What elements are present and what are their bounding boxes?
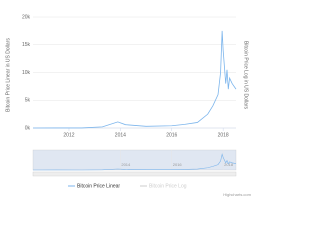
y-tick-label: 20k: [22, 14, 31, 20]
legend-label[interactable]: Bitcoin Price Log: [149, 183, 187, 189]
navigator-tick-label: 2016: [173, 162, 183, 167]
series-line: [32, 30, 237, 129]
y-tick-label: 0k: [25, 125, 31, 131]
x-tick-label: 2012: [63, 132, 74, 138]
navigator-mask: [33, 150, 236, 170]
navigator-tick-label: 2018: [224, 162, 234, 167]
credits[interactable]: Highcharts.com: [223, 192, 251, 197]
y-tick-label: 10k: [22, 70, 31, 76]
y2-axis-title: Bitcoin Price Log in US Dollars: [243, 41, 249, 110]
navigator[interactable]: [32, 149, 237, 171]
y-axis-title: Bitcoin Price Linear in US Dollars: [5, 38, 11, 112]
x-tick-label: 2014: [115, 132, 126, 138]
y-tick-label: 15k: [22, 42, 31, 48]
scrollbar[interactable]: [32, 171, 237, 177]
legend-label[interactable]: Bitcoin Price Linear: [77, 183, 120, 189]
navigator-tick-label: 2014: [121, 162, 131, 167]
x-tick-label: 2016: [166, 132, 177, 138]
navigator-line: [32, 153, 237, 171]
y-tick-label: 5k: [25, 98, 31, 104]
chart: Bitcoin Price Linear in US Dollars Bitco…: [5, 14, 251, 197]
x-tick-label: 2018: [218, 132, 229, 138]
